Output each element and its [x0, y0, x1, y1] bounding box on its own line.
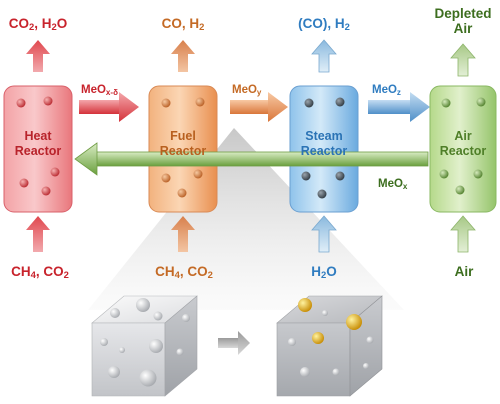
reactor-air — [429, 85, 497, 213]
flow-arrow-fuel-to-steam — [230, 92, 288, 122]
output-arrow-heat — [26, 40, 50, 72]
reactor-steam — [289, 85, 359, 213]
air-output-label: Depleted Air — [434, 6, 492, 36]
fuel-reactor-title: Fuel Reactor — [159, 129, 207, 158]
reactor-fuel — [148, 85, 218, 213]
input-arrow-steam — [311, 215, 337, 253]
steam-input-label: H2O — [311, 264, 337, 281]
transform-arrow — [218, 331, 250, 355]
output-arrow-air — [450, 43, 476, 77]
flow-arrow-steam-to-air — [368, 92, 430, 122]
return-arrow-air-to-heat — [74, 142, 429, 176]
input-arrow-heat — [26, 216, 50, 252]
air-reactor-title: Air Reactor — [439, 129, 487, 158]
oxygen-carrier-cube-after — [276, 295, 383, 397]
heat-input-label: CH4, CO2 — [11, 264, 69, 281]
output-arrow-steam — [311, 39, 337, 73]
flow-label-meo-z: MeOz — [372, 84, 401, 97]
heat-reactor-title: Heat Reactor — [14, 129, 62, 158]
flow-label-meo-x-delta: MeOx-δ — [81, 84, 118, 97]
flow-arrow-heat-to-fuel — [79, 92, 139, 122]
fuel-input-label: CH4, CO2 — [155, 264, 213, 281]
heat-output-label: CO2, H2O — [8, 16, 68, 33]
air-input-label: Air — [454, 264, 474, 279]
output-arrow-fuel — [171, 40, 195, 72]
flow-label-meo-y: MeOy — [232, 84, 262, 97]
flow-label-meo-x: MeOx — [378, 178, 408, 191]
reactor-heat — [3, 85, 73, 213]
fuel-output-label: CO, H2 — [161, 16, 205, 33]
zoom-cone — [88, 128, 404, 310]
steam-reactor-title: Steam Reactor — [300, 129, 348, 158]
input-arrow-fuel — [171, 216, 195, 252]
input-arrow-air — [450, 215, 476, 253]
steam-output-label: (CO), H2 — [298, 16, 350, 33]
oxygen-carrier-cube-before — [91, 295, 198, 397]
